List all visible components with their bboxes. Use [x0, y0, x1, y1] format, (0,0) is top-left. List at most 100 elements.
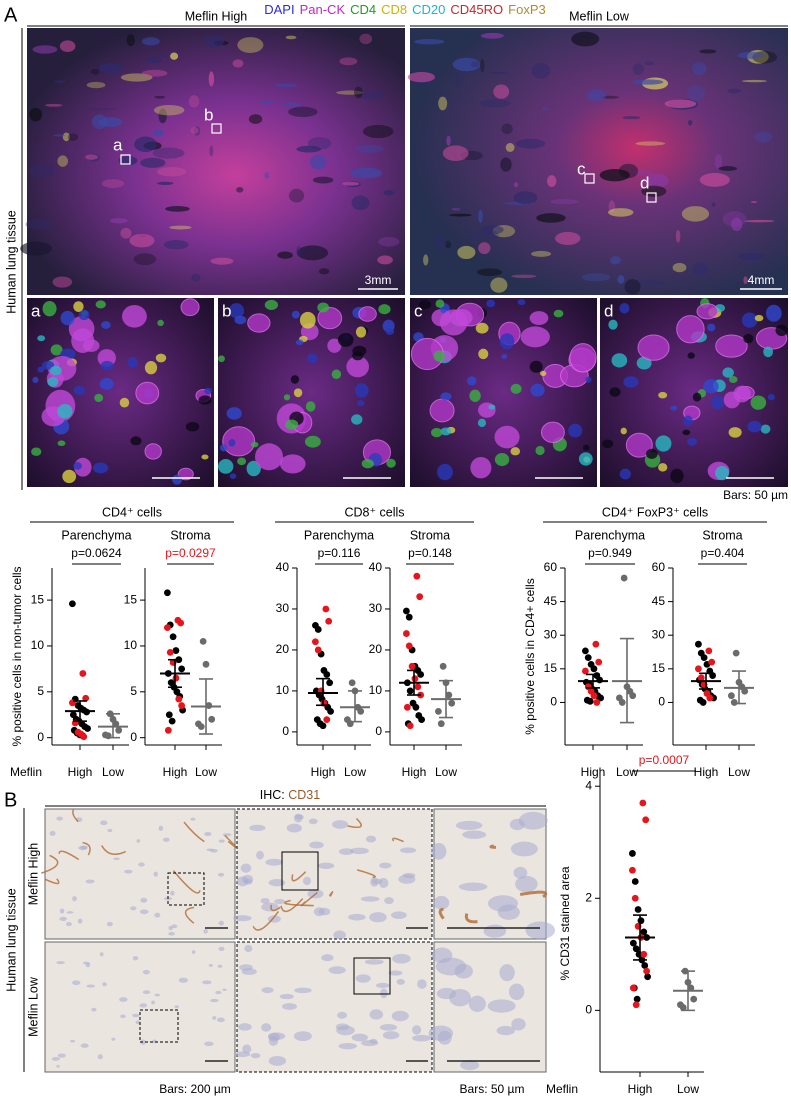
nucleus: [51, 1057, 60, 1061]
cell: [352, 351, 364, 361]
y-tick-label: 45: [652, 594, 666, 608]
tissue-texture: [531, 63, 551, 79]
data-point: [632, 1001, 640, 1009]
p-value: p=0.0007: [639, 753, 690, 767]
tissue-texture: [129, 233, 155, 248]
nucleus: [152, 1039, 157, 1044]
cell: [218, 355, 225, 363]
tissue-texture: [120, 73, 153, 82]
tissue-texture: [281, 102, 302, 107]
nucleus: [59, 916, 67, 922]
tissue-texture: [25, 218, 54, 230]
tissue-texture: [442, 145, 469, 161]
y-axis-label: % CD31 stained area: [558, 866, 572, 980]
tissue-texture: [601, 95, 620, 99]
nucleus: [388, 970, 403, 976]
data-point: [166, 648, 174, 656]
tissue-texture: [134, 136, 157, 153]
tissue-texture: [296, 145, 322, 153]
data-point: [597, 694, 604, 702]
y-tick-label: 10: [276, 683, 290, 697]
nucleus: [428, 1025, 454, 1041]
cell: [283, 394, 291, 401]
data-point: [741, 687, 749, 695]
tissue-image: [27, 28, 405, 295]
nucleus: [364, 959, 384, 965]
data-point: [403, 703, 411, 711]
cell: [346, 356, 370, 378]
cell: [237, 457, 247, 466]
tissue-texture: [355, 144, 384, 153]
cell: [99, 377, 114, 390]
cell: [290, 375, 300, 384]
cell: [49, 365, 62, 376]
data-point: [634, 906, 642, 913]
tissue-texture: [480, 59, 485, 73]
nucleus: [458, 882, 488, 892]
y-tick-label: 0: [130, 730, 137, 744]
nucleus: [80, 845, 88, 850]
y-axis-label: % positive cells in CD4+ cells: [523, 578, 537, 734]
nucleus: [333, 930, 346, 940]
nucleus: [261, 987, 274, 994]
cell: [540, 370, 547, 376]
data-point: [632, 945, 640, 953]
nucleus: [350, 847, 369, 855]
tissue-texture: [296, 245, 329, 261]
tissue-texture: [236, 187, 244, 193]
tissue-texture: [153, 129, 164, 137]
vessel-stain: [347, 818, 362, 829]
y-tick-label: 4: [585, 778, 592, 792]
vessel-stain: [464, 913, 478, 924]
data-point: [172, 674, 180, 682]
tissue-texture: [153, 105, 185, 116]
x-tick-label: High: [581, 765, 606, 779]
nucleus: [508, 983, 525, 1001]
data-point: [319, 722, 327, 730]
cell: [670, 468, 684, 484]
nucleus: [261, 1023, 272, 1032]
vessel-stain: [82, 841, 91, 856]
tissue-texture: [32, 45, 58, 54]
nucleus: [217, 964, 223, 968]
nucleus: [204, 831, 212, 837]
nucleus: [102, 982, 107, 987]
stain-name: DAPI: [264, 2, 294, 17]
cell: [625, 432, 653, 458]
vessel-stain: [183, 821, 205, 843]
zoom-label: a: [31, 301, 41, 320]
cell: [728, 376, 738, 383]
cell: [101, 321, 111, 329]
y-tick-label: 15: [31, 592, 45, 606]
nucleus: [178, 977, 189, 983]
ihc-title-marker: CD31: [288, 788, 320, 802]
cell: [728, 427, 742, 438]
tissue-texture: [581, 273, 611, 282]
tissue-texture: [67, 133, 79, 141]
tissue-texture: [571, 31, 600, 47]
data-point: [164, 624, 171, 632]
tissue-texture: [451, 207, 461, 211]
cell: [155, 353, 167, 363]
tissue-texture: [336, 90, 364, 95]
nucleus: [65, 922, 72, 927]
nucleus: [412, 1034, 432, 1042]
nucleus: [369, 1038, 378, 1044]
stain-name: FoxP3: [508, 2, 546, 17]
ihc-image: [236, 808, 433, 940]
tissue-texture: [146, 56, 162, 64]
data-point: [644, 973, 651, 981]
tissue-texture: [479, 99, 511, 108]
y-tick-label: 0: [375, 724, 382, 738]
tissue-texture: [446, 135, 451, 146]
nucleus: [513, 866, 528, 879]
cell: [510, 383, 522, 394]
x-tick-label: Low: [195, 765, 217, 779]
cell: [722, 367, 734, 378]
y-tick-label: 2: [585, 890, 592, 904]
data-point: [629, 866, 636, 874]
data-point: [177, 619, 185, 627]
data-point: [596, 676, 604, 684]
nucleus: [222, 988, 227, 992]
cell: [100, 360, 114, 371]
